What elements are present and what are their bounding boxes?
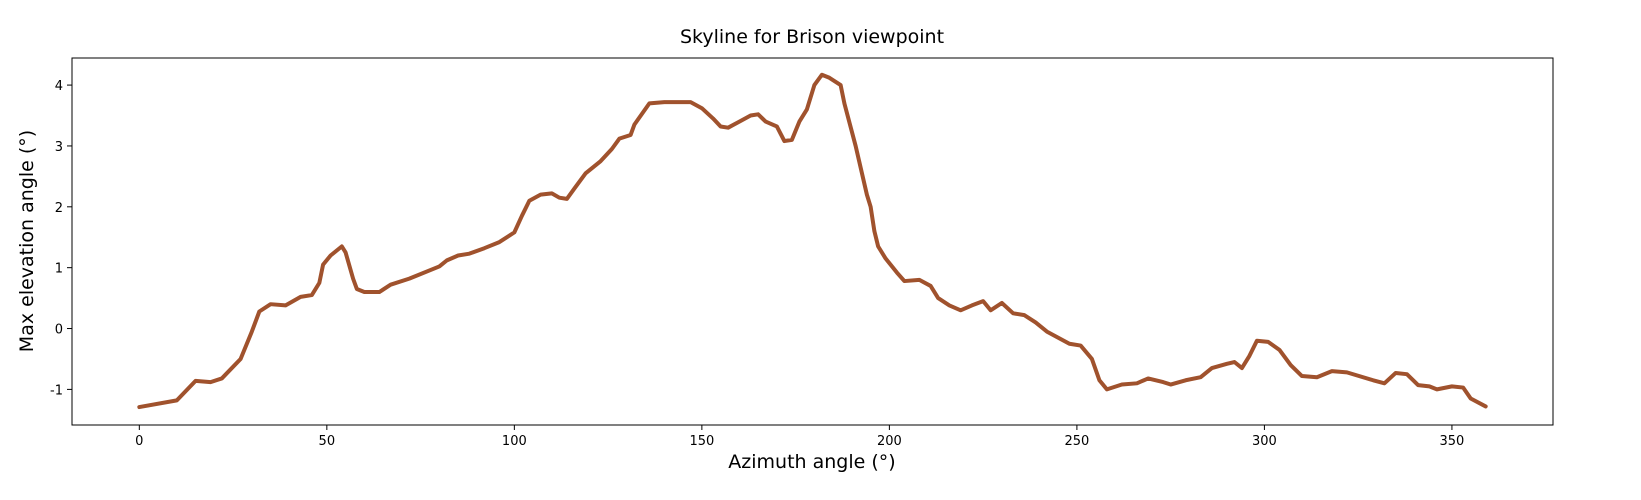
x-tick-label: 350 xyxy=(1440,434,1465,449)
plot-frame xyxy=(71,57,1554,426)
chart-title: Skyline for Brison viewpoint xyxy=(680,26,944,48)
y-tick-label: 1 xyxy=(55,262,63,277)
y-tick-label: 3 xyxy=(55,140,63,155)
x-axis-label: Azimuth angle (°) xyxy=(728,451,895,473)
x-tick-label: 100 xyxy=(502,434,527,449)
x-tick-label: 300 xyxy=(1252,434,1277,449)
x-tick-label: 50 xyxy=(319,434,336,449)
y-tick-label: 2 xyxy=(55,201,63,216)
x-tick-label: 150 xyxy=(689,434,714,449)
y-tick-label: -1 xyxy=(50,383,63,398)
y-tick-label: 4 xyxy=(55,79,63,94)
line xyxy=(137,72,1488,410)
x-tick-label: 250 xyxy=(1064,434,1089,449)
x-tick-label: 200 xyxy=(877,434,902,449)
x-tick-label: 0 xyxy=(135,434,143,449)
y-axis-label: Max elevation angle (°) xyxy=(16,130,38,352)
y-tick-label: 0 xyxy=(55,323,63,338)
